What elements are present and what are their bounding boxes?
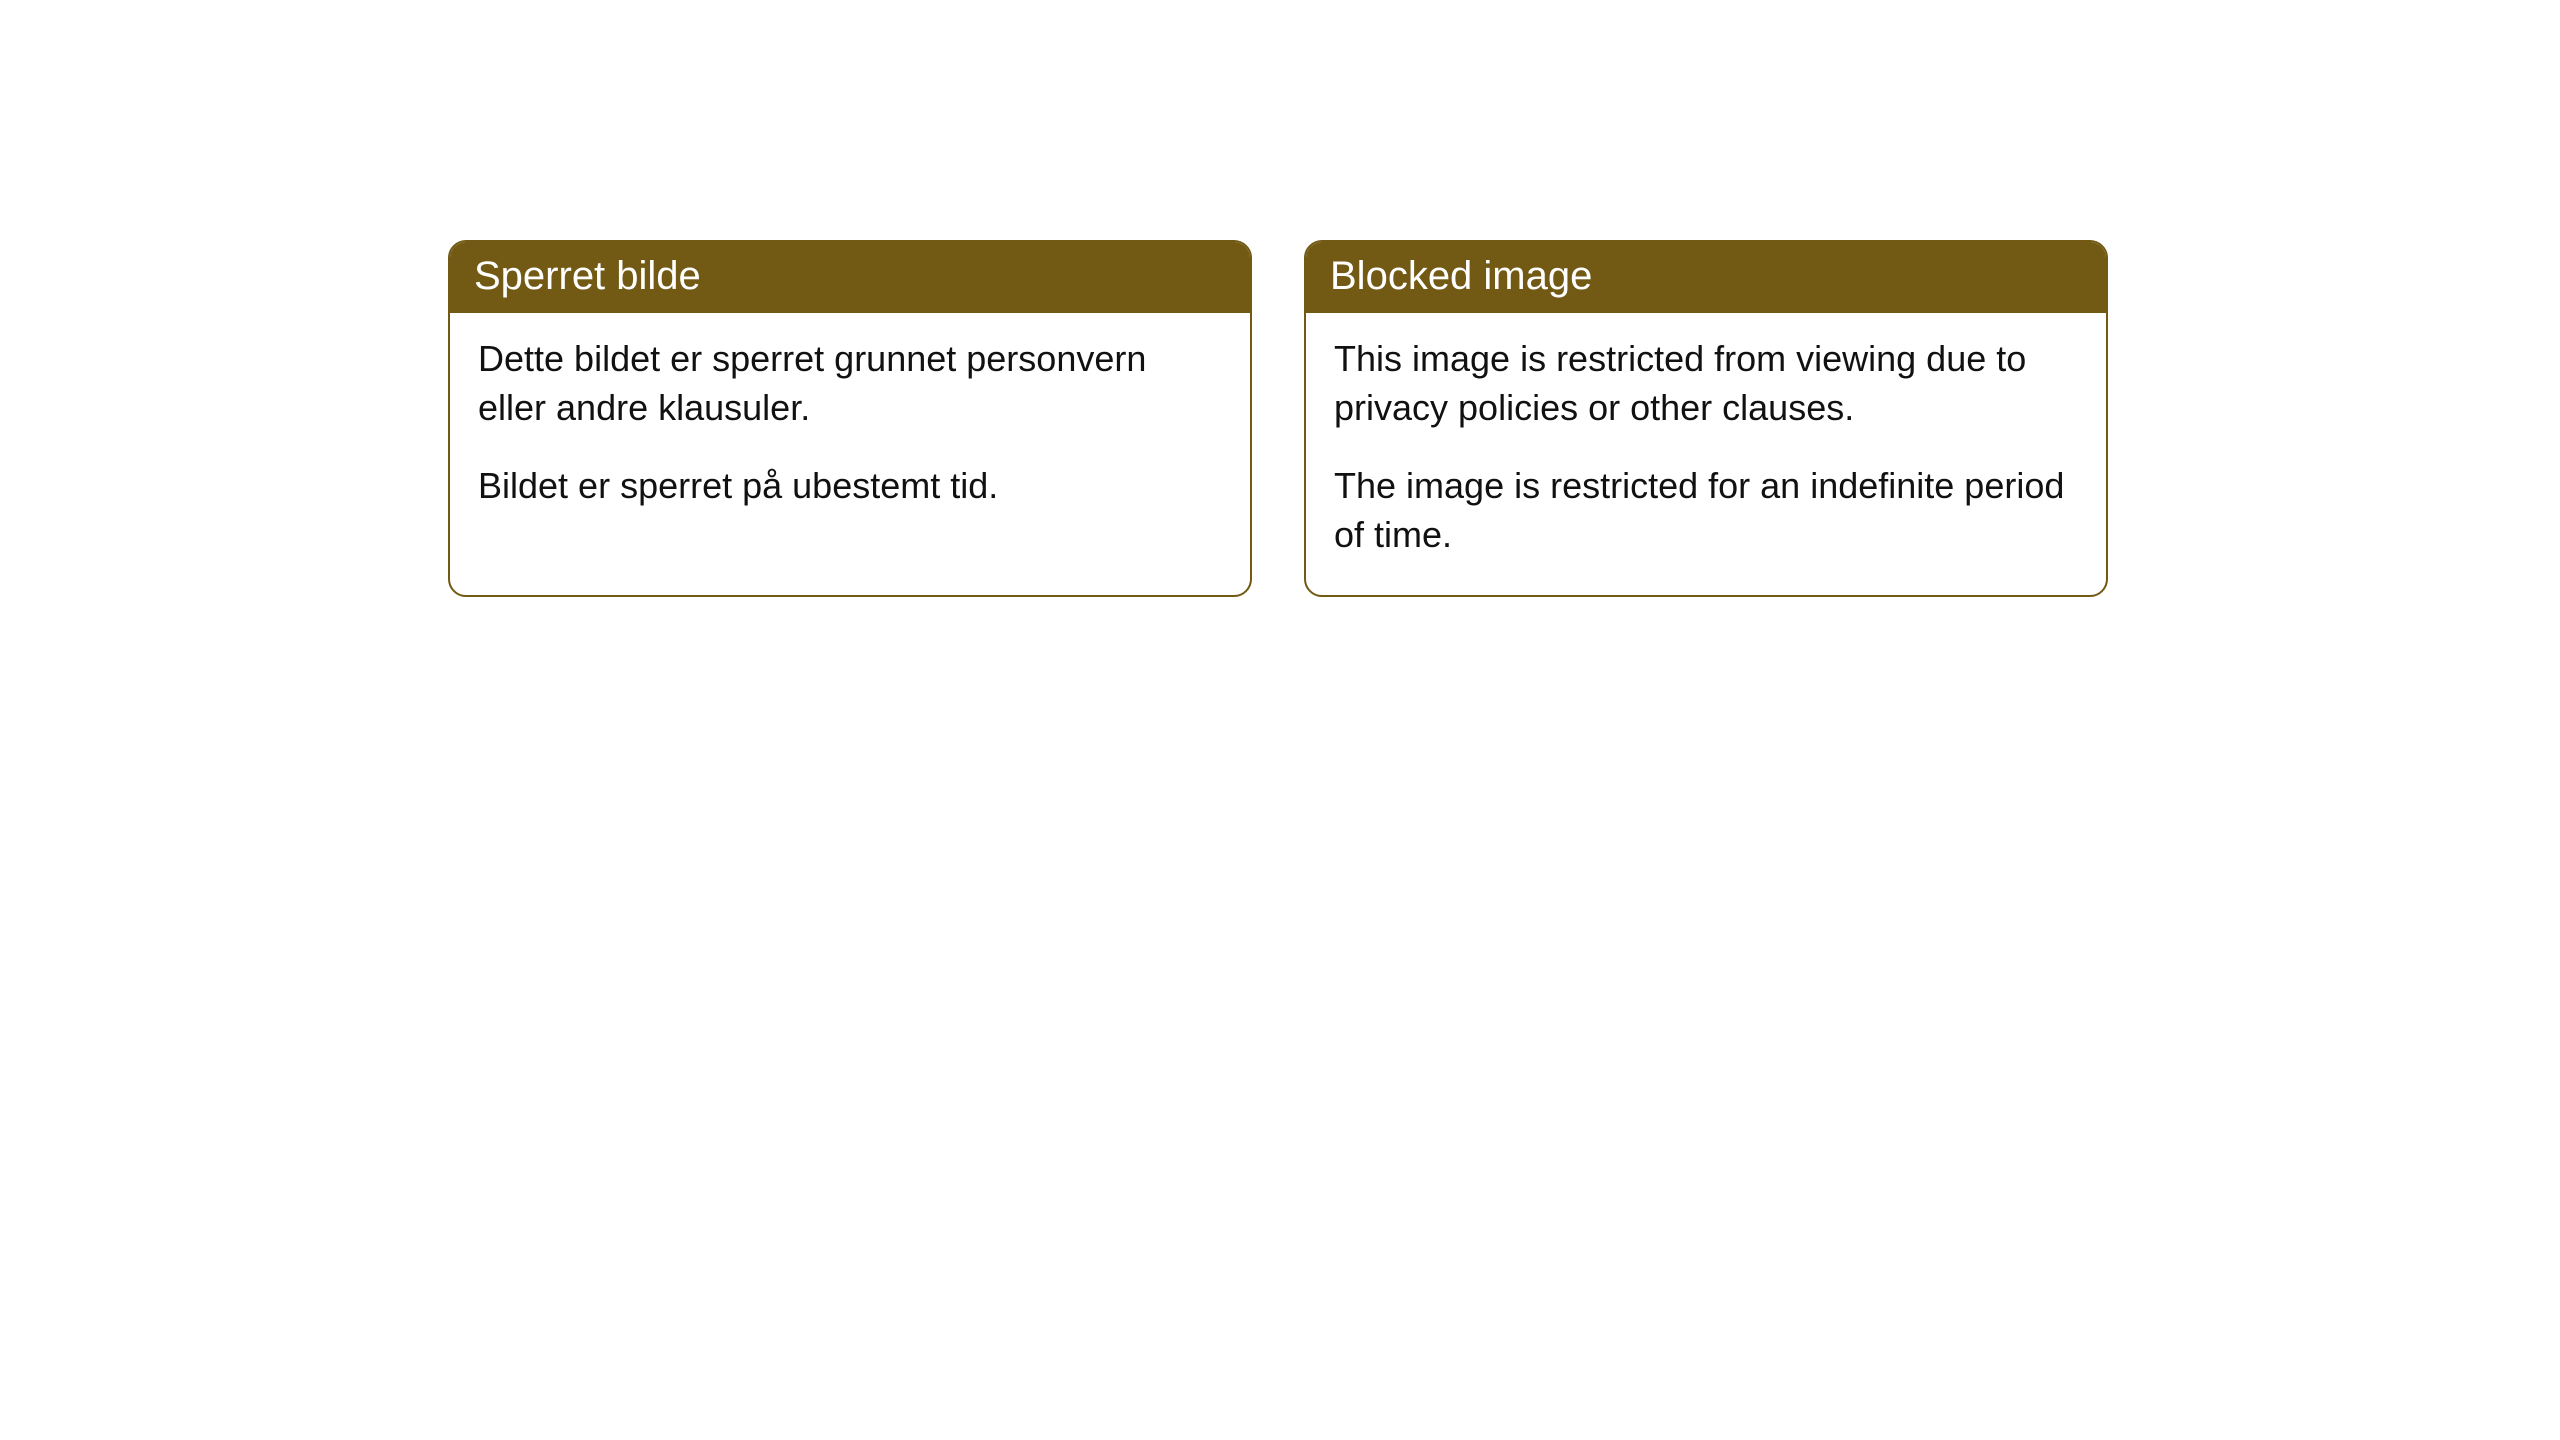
card-header: Blocked image (1306, 242, 2106, 313)
notice-card-norwegian: Sperret bilde Dette bildet er sperret gr… (448, 240, 1252, 597)
notice-card-english: Blocked image This image is restricted f… (1304, 240, 2108, 597)
card-paragraph: Dette bildet er sperret grunnet personve… (478, 335, 1222, 432)
card-body: This image is restricted from viewing du… (1306, 313, 2106, 595)
card-body: Dette bildet er sperret grunnet personve… (450, 313, 1250, 547)
card-paragraph: This image is restricted from viewing du… (1334, 335, 2078, 432)
card-paragraph: The image is restricted for an indefinit… (1334, 462, 2078, 559)
card-paragraph: Bildet er sperret på ubestemt tid. (478, 462, 1222, 511)
notice-cards-container: Sperret bilde Dette bildet er sperret gr… (448, 240, 2560, 597)
card-header: Sperret bilde (450, 242, 1250, 313)
